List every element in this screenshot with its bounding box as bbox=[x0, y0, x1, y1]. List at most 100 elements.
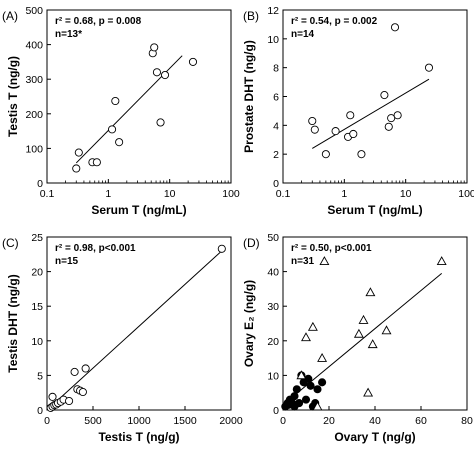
data-point bbox=[160, 70, 170, 80]
x-tick-label: 1500 bbox=[173, 415, 197, 427]
x-tick-label: 2000 bbox=[219, 415, 243, 427]
data-point bbox=[321, 150, 330, 159]
y-tick-label: 100 bbox=[25, 143, 43, 155]
data-point bbox=[65, 396, 74, 406]
y-tick-label: 6 bbox=[273, 92, 279, 104]
x-tick-label: 40 bbox=[369, 415, 381, 427]
y-tick-label: 300 bbox=[25, 74, 43, 86]
data-point-triangle bbox=[317, 352, 328, 362]
data-point bbox=[357, 150, 366, 159]
data-point-triangle bbox=[319, 256, 330, 266]
data-point bbox=[72, 164, 81, 173]
data-point-triangle bbox=[312, 401, 323, 411]
x-axis-label: Serum T (ng/mL) bbox=[327, 203, 422, 217]
y-tick-label: 400 bbox=[25, 40, 43, 52]
data-point bbox=[188, 57, 198, 66]
data-point bbox=[393, 111, 402, 120]
x-axis-label: Ovary T (ng/g) bbox=[334, 430, 415, 444]
y-tick-label: 15 bbox=[31, 301, 43, 313]
x-tick-label: 0 bbox=[280, 415, 286, 427]
y-tick-label: 2 bbox=[273, 149, 279, 161]
y-axis-label: Prostate DHT (ng/g) bbox=[242, 40, 256, 153]
data-point bbox=[115, 138, 124, 147]
x-tick-label: 80 bbox=[461, 415, 473, 427]
data-point bbox=[310, 125, 319, 134]
data-point-triangle bbox=[365, 287, 376, 297]
stat-annotation: n=13* bbox=[55, 29, 82, 40]
data-point bbox=[387, 114, 396, 123]
x-tick-label: 100 bbox=[222, 188, 240, 200]
data-point bbox=[74, 148, 83, 157]
data-point bbox=[150, 43, 159, 52]
data-point-triangle bbox=[363, 387, 374, 397]
x-axis-label: Serum T (ng/mL) bbox=[91, 203, 186, 217]
x-tick-label: 500 bbox=[84, 415, 102, 427]
stat-annotation: n=31 bbox=[291, 256, 315, 267]
data-point bbox=[380, 91, 389, 100]
panel-label: (D) bbox=[243, 236, 260, 250]
data-point bbox=[152, 68, 161, 77]
y-tick-label: 25 bbox=[31, 232, 43, 244]
panel-c: (C) 0 5 10 15 20 25 0 500 1000 1500 2000 Testis T (n… bbox=[2, 232, 243, 444]
y-tick-label: 30 bbox=[267, 301, 279, 313]
y-tick-label: 5 bbox=[37, 370, 43, 382]
regression-line bbox=[312, 78, 430, 149]
y-tick-label: 0 bbox=[37, 405, 43, 417]
regression-line bbox=[46, 250, 223, 411]
data-point bbox=[384, 122, 393, 131]
data-point-triangle bbox=[358, 314, 369, 324]
data-point bbox=[308, 116, 317, 126]
x-tick-label: 10 bbox=[400, 188, 412, 200]
y-tick-label: 40 bbox=[267, 267, 279, 279]
stat-annotation: r² = 0.98, p<0.001 bbox=[55, 243, 136, 254]
plot-frame bbox=[46, 9, 232, 184]
y-axis-label: Ovary E₂ (ng/g) bbox=[242, 280, 256, 367]
stat-annotation: n=15 bbox=[55, 256, 79, 267]
y-tick-label: 4 bbox=[273, 120, 279, 132]
data-point bbox=[349, 129, 358, 139]
y-tick-label: 0 bbox=[273, 405, 279, 417]
data-point bbox=[70, 367, 79, 376]
data-point bbox=[390, 23, 400, 32]
x-tick-label: 1 bbox=[105, 188, 111, 200]
panel-label: (C) bbox=[2, 236, 19, 250]
data-point bbox=[92, 158, 101, 167]
data-point-filled bbox=[306, 381, 315, 390]
y-tick-label: 12 bbox=[267, 5, 279, 17]
y-tick-label: 500 bbox=[25, 5, 43, 17]
data-point bbox=[346, 111, 355, 120]
panel-b: (B) 0 2 4 6 8 10 12 0.1 1 10 100 Serum T (ng/mL) Pros… bbox=[242, 5, 474, 217]
y-tick-label: 20 bbox=[31, 267, 43, 279]
data-point-filled bbox=[290, 392, 299, 401]
data-point bbox=[108, 125, 117, 134]
data-point-filled bbox=[301, 395, 311, 404]
data-point-triangle bbox=[436, 256, 447, 266]
data-point-triangle bbox=[367, 339, 378, 349]
panel-a: (A) 0 100 200 300 400 500 0.1 1 10 100 Serum T (ng/… bbox=[2, 5, 240, 217]
y-axis-label: Testis DHT (ng/g) bbox=[6, 274, 20, 372]
panel-label: (B) bbox=[243, 9, 259, 23]
data-point-triangle bbox=[353, 328, 364, 338]
y-tick-label: 0 bbox=[37, 178, 43, 190]
y-tick-label: 10 bbox=[267, 370, 279, 382]
data-point bbox=[156, 118, 165, 127]
data-point-filled bbox=[318, 378, 327, 387]
x-tick-label: 20 bbox=[323, 415, 335, 427]
y-tick-label: 20 bbox=[267, 336, 279, 348]
y-tick-label: 8 bbox=[273, 63, 279, 75]
stat-annotation: r² = 0.50, p<0.001 bbox=[291, 243, 372, 254]
x-tick-label: 0.1 bbox=[276, 188, 291, 200]
data-point bbox=[48, 392, 57, 401]
stat-annotation: n=14 bbox=[291, 29, 315, 40]
x-tick-label: 0 bbox=[44, 415, 50, 427]
x-tick-label: 1 bbox=[341, 188, 347, 200]
y-tick-label: 50 bbox=[267, 232, 279, 244]
y-tick-label: 200 bbox=[25, 109, 43, 121]
panel-label: (A) bbox=[2, 9, 18, 23]
data-point-triangle bbox=[381, 325, 392, 335]
data-point-filled bbox=[313, 385, 322, 394]
data-point-filled bbox=[295, 399, 304, 408]
x-axis-label: Testis T (ng/g) bbox=[98, 430, 179, 444]
